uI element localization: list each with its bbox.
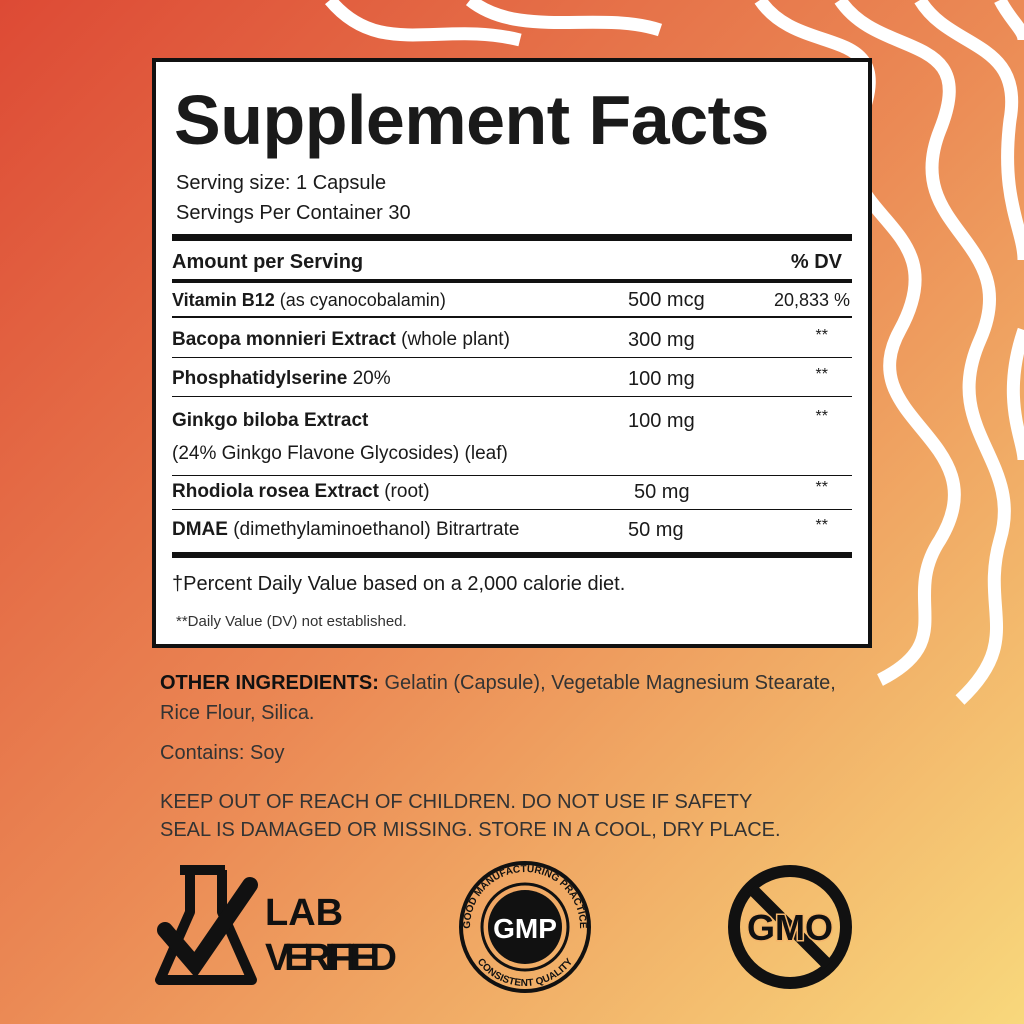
badges: LAB VERIFIED GOOD MANUFACTURING PRACTICE… xyxy=(155,861,852,993)
row-name: Ginkgo biloba Extract xyxy=(172,410,369,431)
row-dv: 20,833 % xyxy=(773,290,850,310)
rule xyxy=(172,396,852,397)
row-amount: 50 mg xyxy=(628,519,684,541)
warning-line: KEEP OUT OF REACH OF CHILDREN. DO NOT US… xyxy=(160,791,753,813)
row: Phosphatidylserine 20% xyxy=(172,367,391,391)
dv-header: % DV xyxy=(790,251,842,273)
contains: Contains: Soy xyxy=(160,742,285,764)
other-ingredients-text: Gelatin (Capsule), Vegetable Magnesium S… xyxy=(160,672,836,724)
lab-text: VERIFIED xyxy=(265,937,397,979)
row-detail: (whole plant) xyxy=(401,329,510,350)
row-detail: (dimethylaminoethanol) Bitrartrate xyxy=(233,519,520,540)
gmp-badge: GOOD MANUFACTURING PRACTICE CONSISTENT Q… xyxy=(459,861,591,993)
rule xyxy=(172,509,852,510)
row-name: Phosphatidylserine xyxy=(172,368,348,389)
facts-panel: Supplement Facts Serving size: 1 Capsule… xyxy=(152,58,872,648)
row: Rhodiola rosea Extract (root) xyxy=(172,480,430,504)
amount-header: Amount per Serving xyxy=(172,251,364,273)
footnote: **Daily Value (DV) not established. xyxy=(176,613,407,630)
row-detail: (as cyanocobalamin) xyxy=(279,290,446,310)
servings-per-container: Servings Per Container 30 xyxy=(176,202,411,224)
row-amount: 500 mcg xyxy=(628,289,705,311)
row-detail: 20% xyxy=(352,368,391,389)
lab-badge: LAB VERIFIED xyxy=(155,865,397,985)
other-ingredients-label: OTHER INGREDIENTS: xyxy=(160,672,379,694)
row-name: Bacopa monnieri Extract xyxy=(172,329,396,350)
row-amount: 100 mg xyxy=(628,410,695,432)
rule xyxy=(172,234,852,241)
row: Bacopa monnieri Extract (whole plant) xyxy=(172,328,510,352)
row-detail: (root) xyxy=(384,481,430,502)
row-amount: 100 mg xyxy=(628,368,695,390)
row-amount: 300 mg xyxy=(628,329,695,351)
rule xyxy=(172,357,852,358)
row-dv: ** xyxy=(815,366,828,383)
row-dv: ** xyxy=(815,479,828,496)
gmp-center: GMP xyxy=(493,913,557,944)
gmo-text: GMO xyxy=(747,907,833,948)
row-dv: ** xyxy=(815,408,828,425)
serving-size: Serving size: 1 Capsule xyxy=(176,172,387,194)
row-name: Vitamin B12 xyxy=(172,290,275,310)
rule xyxy=(172,475,852,476)
row-detail: (24% Ginkgo Flavone Glycosides) (leaf) xyxy=(172,443,508,464)
row-name: DMAE xyxy=(172,519,228,540)
row-dv: ** xyxy=(815,517,828,534)
row-dv: ** xyxy=(815,327,828,344)
rule xyxy=(172,552,852,558)
warning-line: SEAL IS DAMAGED OR MISSING. STORE IN A C… xyxy=(160,819,781,841)
warning: KEEP OUT OF REACH OF CHILDREN. DO NOT US… xyxy=(160,788,781,844)
footnote: †Percent Daily Value based on a 2,000 ca… xyxy=(172,573,626,595)
row-amount: 50 mg xyxy=(634,481,690,503)
row-name: Rhodiola rosea Extract xyxy=(172,481,379,502)
rule xyxy=(172,316,852,318)
lab-text: LAB xyxy=(265,892,343,934)
row: DMAE (dimethylaminoethanol) Bitrartrate xyxy=(172,518,519,542)
gmo-badge: GMO xyxy=(728,865,852,989)
other-ingredients: OTHER INGREDIENTS: Gelatin (Capsule), Ve… xyxy=(160,668,850,728)
title: Supplement Facts xyxy=(174,81,769,159)
rule xyxy=(172,279,852,283)
row: Vitamin B12 (as cyanocobalamin) xyxy=(172,288,446,312)
